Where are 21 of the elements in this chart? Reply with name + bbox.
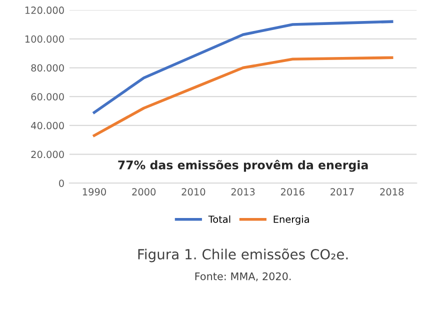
y-tick-label: 0: [59, 180, 64, 187]
annotation: 77% das emissões provêm da energia: [118, 160, 368, 172]
source-note: Fonte: MMA, 2020.: [195, 272, 291, 282]
legend-label: Total: [208, 215, 230, 223]
x-tick-label: 1990: [82, 188, 106, 196]
y-tick-label: 40.000: [31, 122, 64, 130]
y-tick-label: 20.000: [31, 150, 64, 158]
x-tick-label: 2016: [280, 188, 304, 196]
text: Figura 1. Chile emissões CO₂e.: [138, 248, 348, 262]
x-tick-label: 2000: [132, 188, 156, 196]
y-tick-label: 80.000: [31, 64, 64, 72]
y-tick-label: 100.000: [25, 35, 64, 43]
x-tick-label: 2013: [231, 188, 255, 196]
x-tick-label: 2010: [182, 188, 206, 196]
y-tick-label: 60.000: [31, 93, 64, 100]
x-tick-label: 2017: [330, 188, 354, 196]
line-series: [92, 56, 394, 137]
y-tick-label: 120.000: [25, 6, 64, 14]
line-series: [92, 20, 394, 114]
legend-label: Energia: [274, 215, 309, 225]
x-tick-label: 2018: [380, 188, 404, 196]
